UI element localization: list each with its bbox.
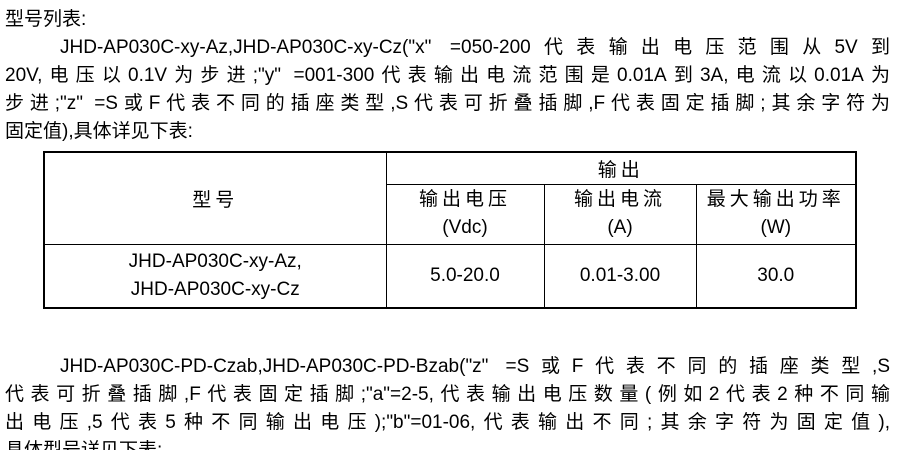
cell-model-line-2: JHD-AP030C-xy-Cz [130,278,300,300]
table-header-power: 最大输出功率 (W) [695,183,857,245]
table-header-voltage: 输出电压 (Vdc) [385,183,545,245]
cell-model-line-1: JHD-AP030C-xy-Az, [128,250,302,272]
para1-line-1: JHD-AP030C-xy-Az,JHD-AP030C-xy-Cz("x" =0… [60,37,890,58]
para1-line-4: 固定值),具体详见下表: [5,121,193,142]
table-header-current-unit: (A) [607,217,633,238]
table-header-voltage-unit: (Vdc) [442,217,488,238]
table-header-voltage-name: 输出电压 [418,189,511,210]
paragraph-model-xy: JHD-AP030C-xy-Az,JHD-AP030C-xy-Cz("x" =0… [0,34,897,146]
para2-line-4-clipped: 具体型号详见下表: [0,437,897,450]
table-header-output-label: 输出 [597,159,644,181]
cell-output-current: 0.01-3.00 [543,243,697,309]
output-spec-table: 型号 输出 输出电压 (Vdc) 输出电流 (A) 最大输出功率 (W) [43,151,857,309]
table-header-model: 型号 [43,151,387,245]
para2-line-1: JHD-AP030C-PD-Czab,JHD-AP030C-PD-Bzab("z… [60,356,890,377]
table-header-model-label: 型号 [192,189,239,211]
table-row: JHD-AP030C-xy-Az, JHD-AP030C-xy-Cz 5.0-2… [43,243,857,309]
table-header-current: 输出电流 (A) [543,183,697,245]
table-header-current-name: 输出电流 [573,189,666,210]
para1-line-3: 步进;"z" =S或F代表不同的插座类型,S代表可折叠插脚,F代表固定插脚;其余… [5,93,890,114]
table-header-power-unit: (W) [760,217,792,238]
paragraph-model-pd: JHD-AP030C-PD-Czab,JHD-AP030C-PD-Bzab("z… [0,353,897,450]
cell-model-numbers: JHD-AP030C-xy-Az, JHD-AP030C-xy-Cz [43,243,387,309]
cell-max-power: 30.0 [695,243,857,309]
table-header-output-group: 输出 [385,151,857,185]
para2-line-2: 代表可折叠插脚,F代表固定插脚;"a"=2-5,代表输出电压数量(例如2代表2种… [5,384,890,405]
para2-line-3: 出电压,5代表5种不同输出电压);"b"=01-06,代表输出不同;其余字符为固… [5,412,890,433]
cell-output-voltage: 5.0-20.0 [385,243,545,309]
table-header-power-name: 最大输出功率 [706,189,845,210]
page-title: 型号列表: [5,9,87,30]
para1-line-2: 20V,电压以0.1V为步进;"y" =001-300代表输出电流范围是0.01… [5,65,890,86]
